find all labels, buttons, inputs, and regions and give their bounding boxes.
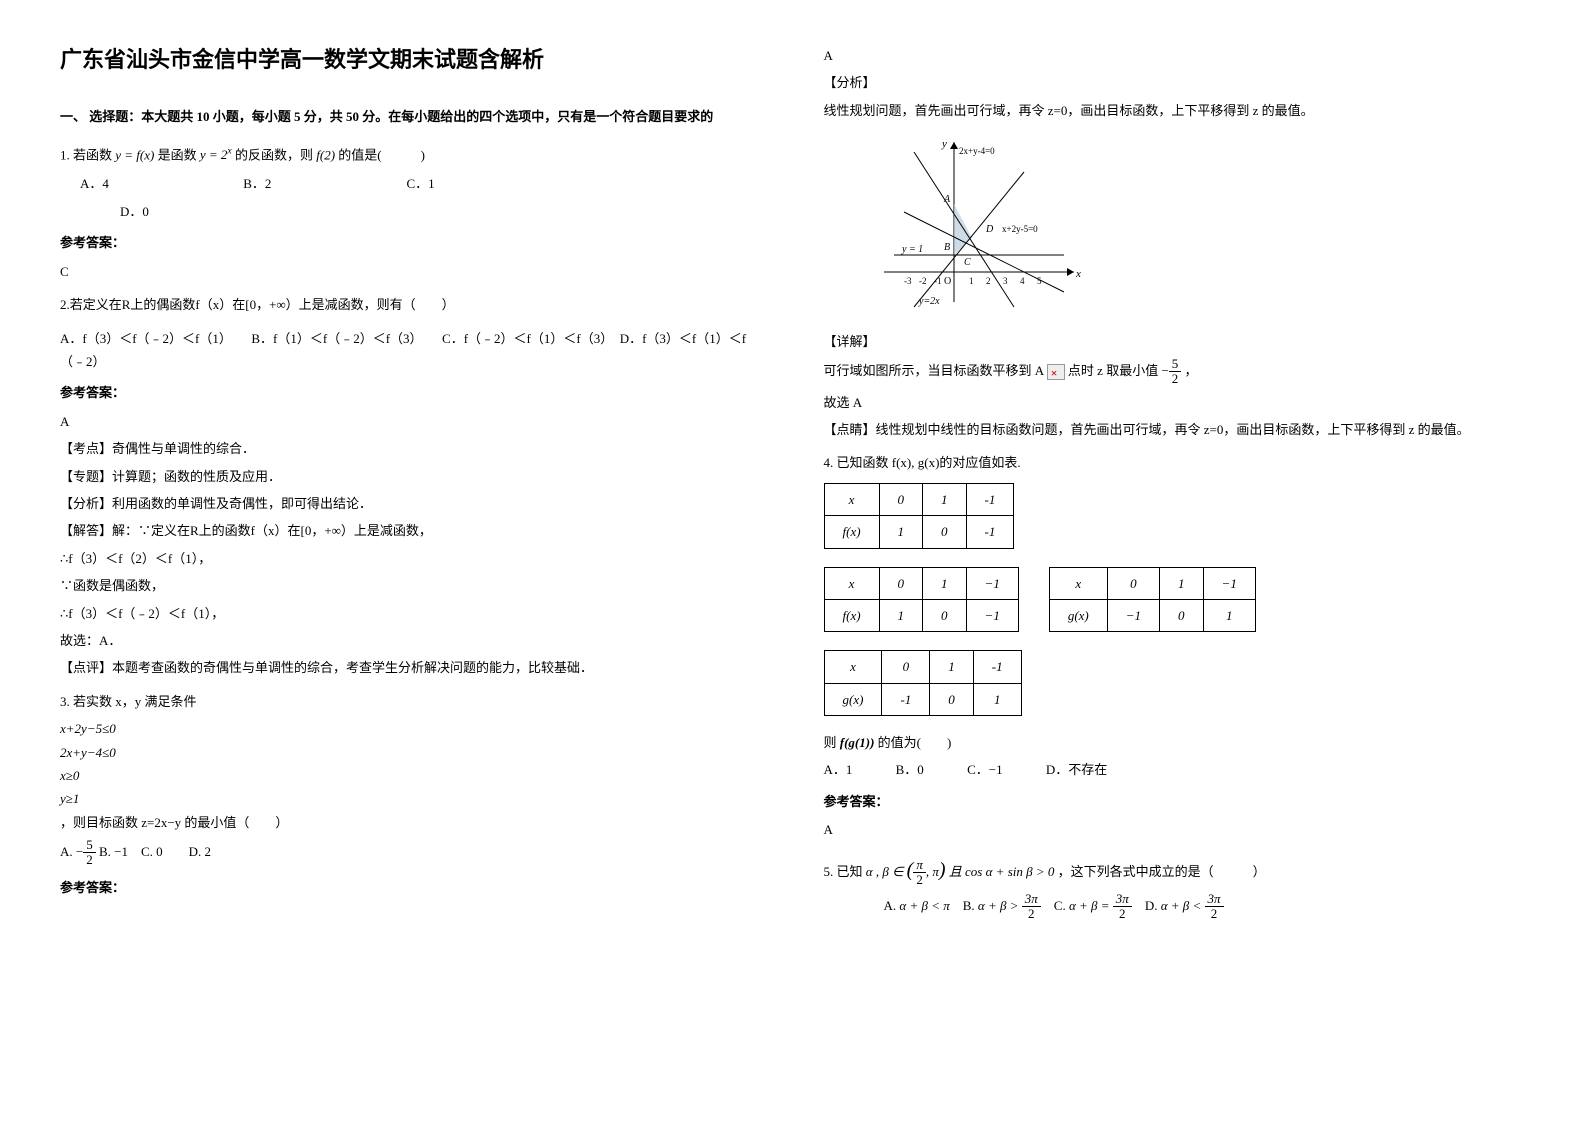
q4-answer: A: [824, 818, 1528, 841]
question-1: 1. 若函数 y = f(x) 是函数 y = 2x 的反函数，则 f(2) 的…: [60, 143, 764, 283]
q3-answer: A: [824, 44, 1528, 67]
q1-f2: f(2): [316, 147, 335, 162]
svg-text:-3: -3: [904, 276, 912, 286]
q4-table2a: x01−1 f(x)10−1: [824, 567, 1019, 633]
q1-mid2: 的反函数，则: [235, 147, 313, 162]
svg-text:C: C: [964, 257, 971, 268]
q1-answer: C: [60, 260, 764, 283]
q3-optA-frac: 52: [83, 838, 96, 868]
page-container: 广东省汕头市金信中学高一数学文期末试题含解析 一、 选择题：本大题共 10 小题…: [60, 40, 1527, 931]
question-5: 5. 已知 α , β ∈ (π2, π) 且 cos α + sin β > …: [824, 852, 1528, 922]
q4-table-pair: x01−1 f(x)10−1 x01−1 g(x)−101: [824, 559, 1528, 641]
q1-prefix: 1. 若函数: [60, 147, 112, 162]
q5-stem: 5. 已知 α , β ∈ (π2, π) 且 cos α + sin β > …: [824, 852, 1528, 888]
svg-text:y: y: [941, 138, 947, 150]
q2-exp1: 【考点】奇偶性与单调性的综合．: [60, 437, 764, 460]
right-column: A 【分析】 线性规划问题，首先画出可行域，再令 z=0，画出目标函数，上下平移…: [824, 40, 1528, 931]
q3-optA-label: A.: [60, 844, 76, 859]
q1-optA: A．4: [80, 172, 240, 195]
q3-exp2: 线性规划问题，首先画出可行域，再令 z=0，画出目标函数，上下平移得到 z 的最…: [824, 99, 1528, 122]
question-4: 4. 已知函数 f(x), g(x)的对应值如表. x01-1 f(x)10-1…: [824, 451, 1528, 841]
q3-graph: x y O -3 -2 -1 1 2 3 4 5 2x+y-4: [864, 132, 1528, 319]
q4-table3: x01-1 g(x)-101: [824, 650, 1022, 716]
q2-exp2: 【专题】计算题；函数的性质及应用．: [60, 465, 764, 488]
q3-exp3: 【详解】: [824, 330, 1528, 353]
q3-optRest: B. −1 C. 0 D. 2: [99, 844, 211, 859]
svg-text:1: 1: [969, 276, 974, 286]
q2-answer-label: 参考答案：: [60, 381, 764, 404]
question-2: 2.若定义在R上的偶函数f（x）在[0，+∞）上是减函数，则有（ ） A．f（3…: [60, 293, 764, 679]
q1-optD: D．0: [120, 204, 149, 219]
q3-suffix: ，则目标函数 z=2x−y 的最小值（ ）: [60, 815, 288, 830]
q3-minval-frac: 52: [1169, 357, 1182, 387]
q1-answer-label: 参考答案：: [60, 231, 764, 254]
q3-exp1: 【分析】: [824, 71, 1528, 94]
svg-text:3: 3: [1003, 276, 1008, 286]
q2-exp4: 【解答】解：∵定义在R上的函数f（x）在[0，+∞）上是减函数，: [60, 519, 764, 542]
left-column: 广东省汕头市金信中学高一数学文期末试题含解析 一、 选择题：本大题共 10 小题…: [60, 40, 764, 931]
q1-optB: B．2: [243, 172, 403, 195]
broken-image-icon: [1047, 364, 1065, 380]
q3-exp4: 可行域如图所示，当目标函数平移到 A 点时 z 取最小值 −52 ，: [824, 357, 1528, 387]
q2-exp7: ∴f（3）＜f（﹣2）＜f（1），: [60, 602, 764, 625]
feasible-region-graph: x y O -3 -2 -1 1 2 3 4 5 2x+y-4: [864, 132, 1084, 312]
q3-answer-label: 参考答案：: [60, 876, 764, 899]
svg-text:2: 2: [986, 276, 991, 286]
svg-text:-2: -2: [919, 276, 927, 286]
svg-text:y = 1: y = 1: [901, 244, 923, 255]
q2-exp6: ∵函数是偶函数，: [60, 574, 764, 597]
q2-exp5: ∴f（3）＜f（2）＜f（1），: [60, 547, 764, 570]
svg-text:D: D: [985, 224, 994, 235]
q1-gx: y = 2x: [200, 147, 232, 162]
q4-question: 则 f(g(1)) 的值为( ): [824, 731, 1528, 754]
q1-fx: y = f(x): [115, 147, 154, 162]
svg-text:B: B: [944, 242, 950, 253]
q2-exp3: 【分析】利用函数的单调性及奇偶性，即可得出结论．: [60, 492, 764, 515]
svg-text:2x+y-4=0: 2x+y-4=0: [959, 146, 995, 156]
q2-answer: A: [60, 410, 764, 433]
section-intro: 一、 选择题：本大题共 10 小题，每小题 5 分，共 50 分。在每小题给出的…: [60, 105, 764, 128]
q3-exp6: 【点睛】线性规划中线性的目标函数问题，首先画出可行域，再令 z=0，画出目标函数…: [824, 418, 1528, 441]
q1-mid1: 是函数: [158, 147, 197, 162]
svg-text:O: O: [944, 276, 951, 287]
svg-text:4: 4: [1020, 276, 1025, 286]
q4-stem: 4. 已知函数 f(x), g(x)的对应值如表.: [824, 451, 1528, 474]
q4-options: A．1 B．0 C．−1 D．不存在: [824, 758, 1528, 781]
svg-text:x+2y-5=0: x+2y-5=0: [1002, 224, 1038, 234]
q1-optC: C．1: [407, 172, 567, 195]
q2-stem: 2.若定义在R上的偶函数f（x）在[0，+∞）上是减函数，则有（ ）: [60, 293, 764, 316]
q2-exp9: 【点评】本题考查函数的奇偶性与单调性的综合，考查学生分析解决问题的能力，比较基础…: [60, 656, 764, 679]
document-title: 广东省汕头市金信中学高一数学文期末试题含解析: [60, 40, 764, 80]
q4-answer-label: 参考答案：: [824, 790, 1528, 813]
q3-prefix: 3. 若实数 x，y 满足条件: [60, 694, 197, 709]
q2-exp8: 故选：A．: [60, 629, 764, 652]
svg-text:A: A: [943, 194, 951, 205]
q3-exp5: 故选 A: [824, 391, 1528, 414]
q4-table2b: x01−1 g(x)−101: [1049, 567, 1256, 633]
q2-options: A．f（3）＜f（﹣2）＜f（1） B．f（1）＜f（﹣2）＜f（3） C．f（…: [60, 327, 764, 374]
q4-table1: x01-1 f(x)10-1: [824, 483, 1015, 549]
question-3: 3. 若实数 x，y 满足条件 x+2y−5≤0 2x+y−4≤0 x≥0 y≥…: [60, 690, 764, 899]
q1-suffix: 的值是( ): [338, 147, 425, 162]
q5-options: A. α + β < π B. α + β > 3π2 C. α + β = 3…: [824, 892, 1528, 922]
svg-text:x: x: [1075, 268, 1081, 280]
svg-text:y=2x: y=2x: [918, 296, 940, 307]
